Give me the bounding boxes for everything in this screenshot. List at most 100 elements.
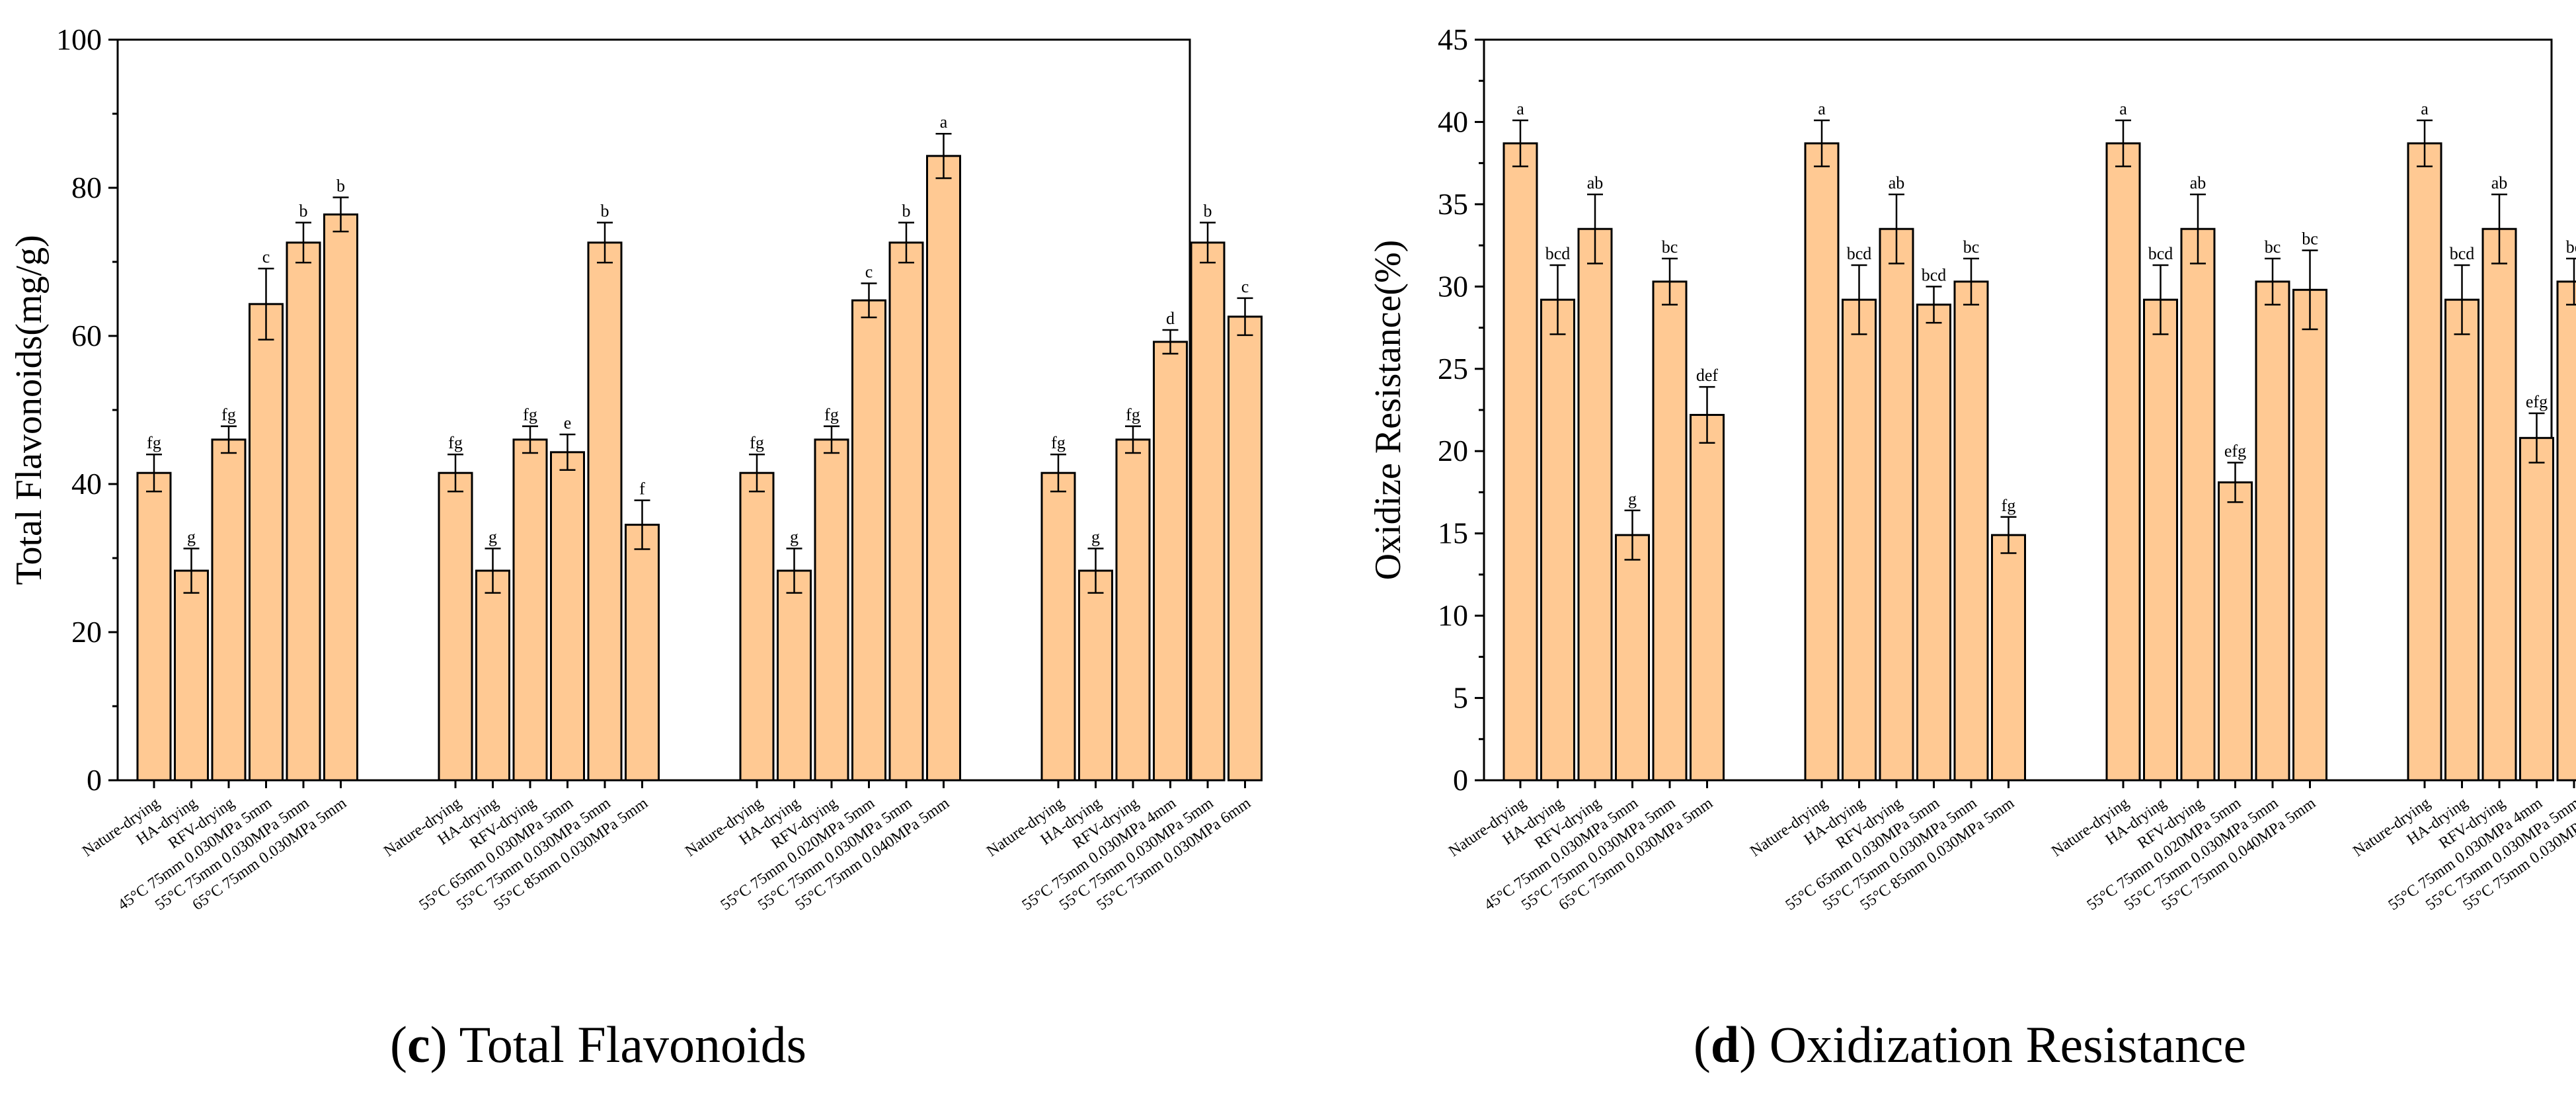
significance-letter: bcd [1545, 244, 1571, 263]
y-tick-label: 40 [71, 467, 102, 501]
bar [2292, 288, 2327, 782]
significance-letter: fg [448, 433, 463, 452]
bar [851, 299, 886, 782]
significance-letter: fg [1126, 405, 1140, 425]
y-tick-label: 35 [1438, 187, 1468, 221]
significance-letter: c [262, 247, 270, 266]
significance-letter: g [488, 527, 497, 546]
bar [2407, 142, 2442, 782]
significance-letter: fg [147, 433, 161, 452]
bar [2255, 280, 2290, 782]
significance-letter: e [564, 413, 572, 432]
bar [211, 438, 247, 782]
significance-letter: b [1204, 202, 1212, 221]
bar [1228, 315, 1263, 782]
y-axis-label: Total Flavonoids(mg/g) [9, 235, 50, 585]
caption-paren-close: ) [1739, 1016, 1757, 1073]
bar [1615, 534, 1650, 782]
significance-letter: efg [2224, 442, 2246, 461]
y-tick-label: 45 [1438, 22, 1468, 56]
bar [777, 569, 812, 782]
significance-letter: f [639, 479, 645, 499]
bar [1190, 241, 1226, 782]
significance-letter: ab [2491, 173, 2508, 192]
significance-letter: d [1166, 309, 1175, 328]
caption-paren-open: ( [1693, 1016, 1711, 1073]
caption-title: Total Flavonoids [459, 1016, 807, 1073]
chart-oxidation-resistance: 0 5 10 15 20 25 30 35 40 45 Oxidize Resistance(%) a… [1368, 22, 2576, 914]
y-tick-label: 25 [1438, 352, 1468, 386]
significance-letter: bcd [1922, 265, 1947, 284]
significance-letter: bc [1963, 237, 1980, 257]
bar [739, 471, 775, 782]
significance-letter: bc [2265, 237, 2281, 257]
bar [2180, 227, 2216, 782]
significance-letter: fg [221, 405, 236, 425]
caption-paren-close: ) [430, 1016, 448, 1073]
significance-letter: fg [2002, 496, 2016, 515]
caption-letter: c [407, 1016, 430, 1073]
significance-letter: a [1818, 99, 1826, 118]
significance-letter: bc [2302, 229, 2318, 249]
significance-letter: a [1516, 99, 1524, 118]
bar [1916, 304, 1951, 782]
bar [2444, 298, 2479, 782]
bar [888, 241, 924, 782]
bar [475, 569, 510, 782]
y-tick-label: 60 [71, 319, 102, 352]
bar [512, 438, 548, 782]
significance-letter: g [1628, 489, 1637, 508]
bar [1953, 280, 1989, 782]
significance-letter: ab [1587, 173, 1604, 192]
significance-letter: g [790, 527, 799, 546]
y-tick-label: 20 [71, 615, 102, 649]
y-tick-label: 15 [1438, 516, 1468, 550]
bar [1153, 341, 1188, 782]
significance-letter: bcd [2148, 244, 2173, 263]
significance-letter: ab [2190, 173, 2206, 192]
significance-letter: fg [824, 405, 839, 425]
significance-letter: g [1091, 527, 1100, 546]
bar [814, 438, 849, 782]
bar [1690, 413, 1725, 782]
bar [926, 155, 961, 782]
significance-letter: c [865, 262, 873, 281]
significance-letter: b [299, 202, 308, 221]
bar [2519, 436, 2554, 782]
significance-letter: bc [2566, 237, 2576, 257]
caption-title: Oxidization Resistance [1769, 1016, 2247, 1073]
bar [1115, 438, 1151, 782]
y-tick-label: 10 [1438, 598, 1468, 632]
significance-letter: b [336, 177, 345, 196]
bar [136, 471, 172, 782]
significance-letter: g [187, 527, 196, 546]
y-tick-label: 30 [1438, 269, 1468, 303]
significance-letter: a [2119, 99, 2127, 118]
bar [323, 213, 358, 782]
bar [174, 569, 209, 782]
significance-letter: ab [1889, 173, 1905, 192]
significance-letter: fg [523, 405, 537, 425]
significance-letter: b [601, 202, 609, 221]
bar [1842, 298, 1877, 782]
significance-letter: bcd [1847, 244, 1872, 263]
y-tick-label: 5 [1453, 681, 1468, 715]
significance-letter: def [1696, 366, 1719, 385]
bar [438, 471, 473, 782]
bar [1078, 569, 1113, 782]
y-tick-label: 80 [71, 171, 102, 204]
caption-oxidization-resistance: (d) Oxidization Resistance [1573, 1015, 2366, 1081]
bar [2481, 227, 2517, 782]
bar [1804, 142, 1840, 782]
bar [1503, 142, 1538, 782]
significance-letter: fg [1051, 433, 1066, 452]
bar [1991, 534, 2026, 782]
caption-total-flavonoids: (c) Total Flavonoids [218, 1015, 978, 1081]
bar [1879, 227, 1914, 782]
significance-letter: bc [1662, 237, 1678, 257]
significance-letter: fg [750, 433, 764, 452]
significance-letter: bcd [2450, 244, 2475, 263]
y-tick-label: 0 [87, 763, 102, 797]
bar [2105, 142, 2141, 782]
